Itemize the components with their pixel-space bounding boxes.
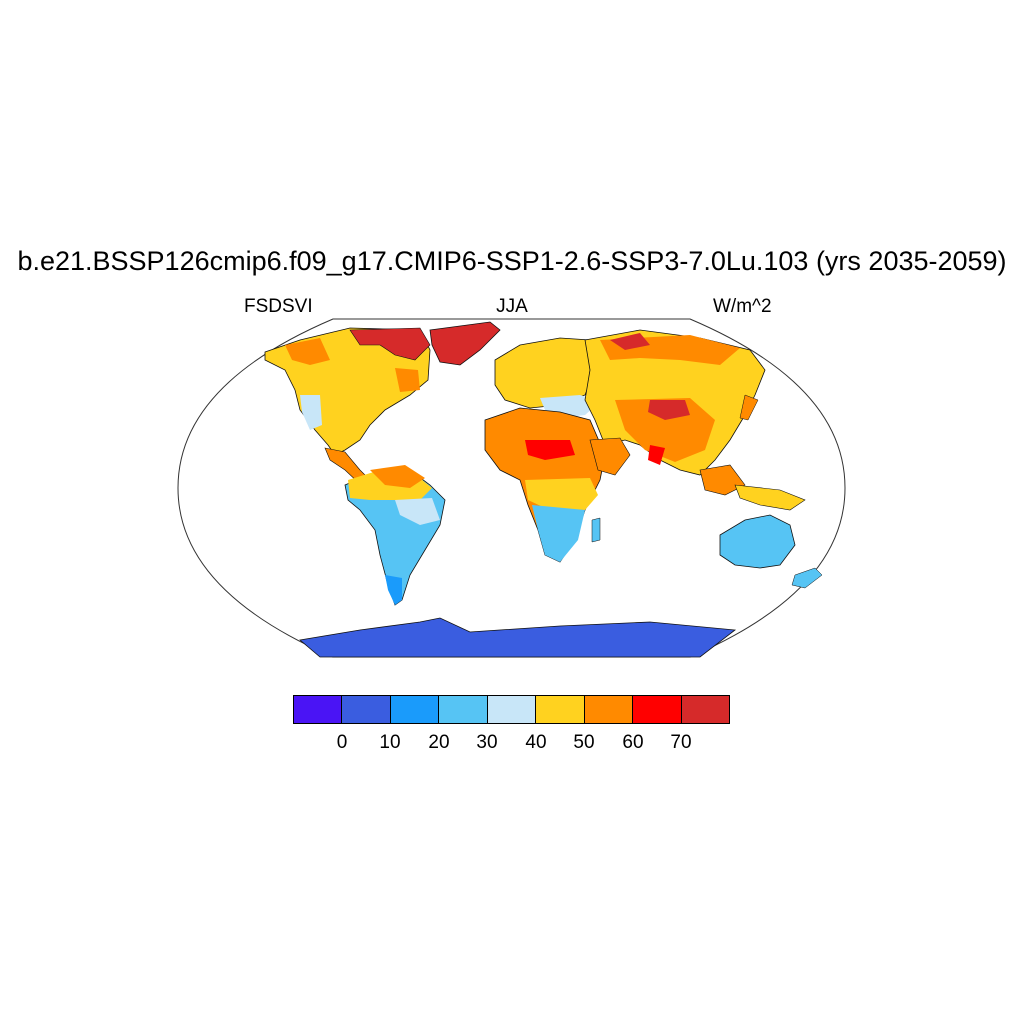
- legend-box-4: [439, 696, 488, 723]
- antarctica: [299, 617, 737, 658]
- legend-box-7: [584, 696, 634, 723]
- tibet-region: [615, 398, 715, 462]
- variable-label: FSDSVI: [244, 296, 313, 317]
- canadian-arctic: [349, 327, 431, 361]
- central-africa: [525, 478, 598, 510]
- legend-box-8: [633, 696, 682, 723]
- alaska-region: [285, 338, 330, 365]
- brazil-region: [395, 498, 440, 525]
- southeast-asia: [699, 464, 746, 496]
- color-legend: [293, 695, 730, 724]
- units-label: W/m^2: [713, 296, 772, 317]
- map-title: b.e21.BSSP126cmip6.f09_g17.CMIP6-SSP1-2.…: [17, 246, 1007, 276]
- new-zealand: [791, 567, 823, 589]
- legend-tick: 40: [525, 732, 547, 753]
- tibet-hotspot: [648, 400, 690, 420]
- legend-tick: 30: [476, 732, 498, 753]
- japan: [739, 394, 759, 421]
- legend-box-5: [487, 696, 537, 723]
- legend-tick: 20: [428, 732, 450, 753]
- patagonia: [385, 575, 402, 605]
- west-us-region: [300, 395, 322, 430]
- legend-tick: 50: [573, 732, 595, 753]
- legend-box-9: [681, 696, 729, 723]
- amazon-region: [370, 465, 425, 488]
- siberia-hotspot: [610, 333, 650, 350]
- arabia: [589, 437, 631, 476]
- sahara-hotspot: [525, 440, 575, 460]
- legend-tick: 60: [622, 732, 644, 753]
- legend-tick: 0: [336, 732, 348, 753]
- season-label: JJA: [496, 296, 528, 317]
- legend-tick: 70: [670, 732, 692, 753]
- hudson-region: [395, 368, 420, 392]
- southern-africa: [532, 505, 585, 562]
- madagascar: [591, 517, 601, 543]
- legend-box-2: [342, 696, 391, 723]
- legend-box-6: [536, 696, 585, 723]
- legend-tick: 10: [379, 732, 401, 753]
- greenland: [429, 321, 501, 366]
- indonesia: [734, 484, 806, 511]
- europe: [494, 337, 596, 409]
- legend-box-3: [390, 696, 440, 723]
- legend-box-1: [294, 696, 343, 723]
- australia: [719, 514, 796, 569]
- himalaya-hotspot: [648, 445, 665, 465]
